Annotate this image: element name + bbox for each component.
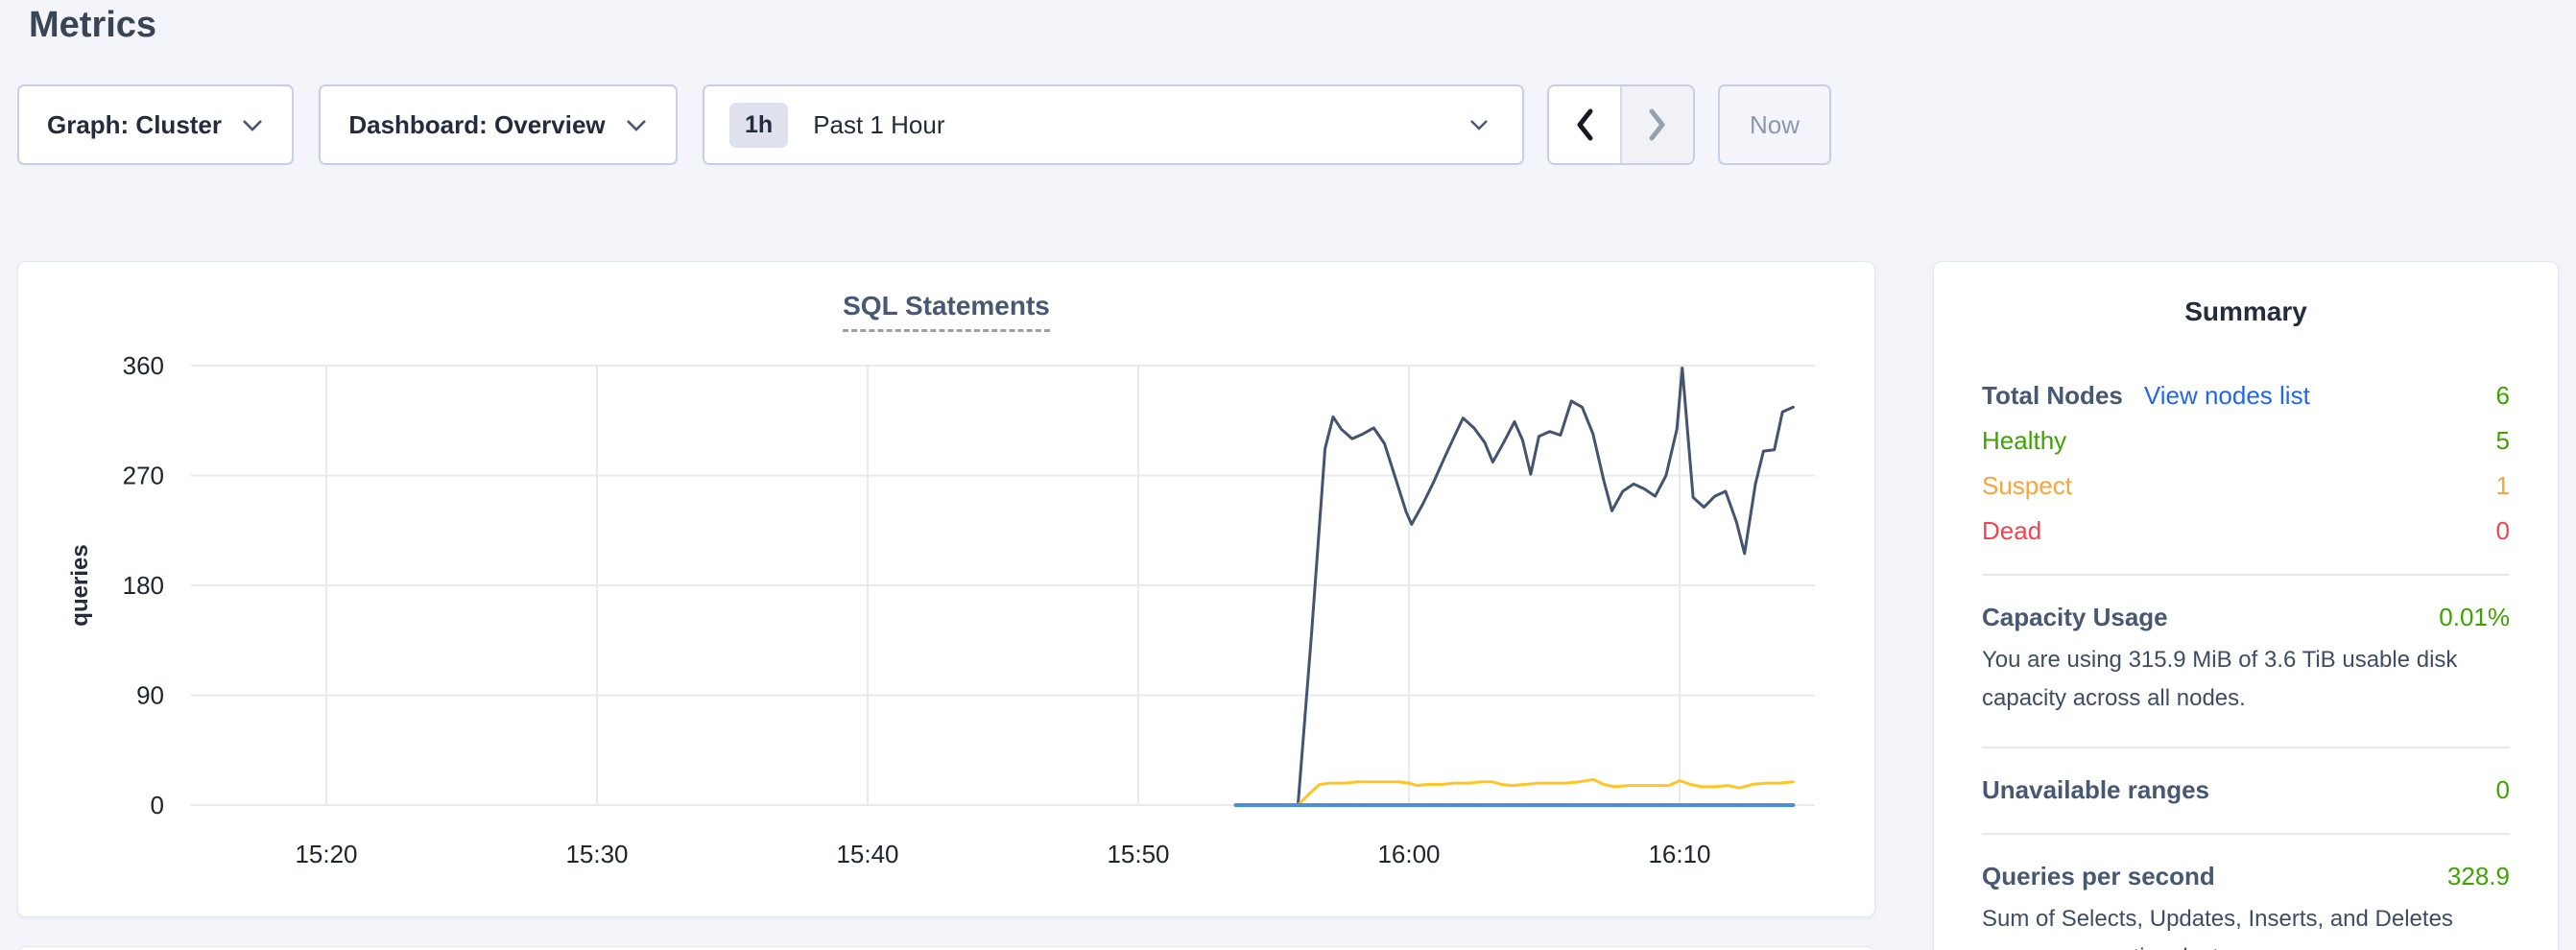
- y-tick-label: 180: [123, 571, 164, 600]
- time-range-pager: [1547, 84, 1695, 165]
- node-status-value: 5: [2495, 426, 2510, 455]
- total-nodes-label: Total Nodes: [1982, 381, 2123, 410]
- chevron-down-icon: [243, 119, 262, 131]
- unavailable-ranges-row: Unavailable ranges 0: [1982, 775, 2510, 804]
- summary-panel: Summary Total Nodes View nodes list 6 He…: [1933, 261, 2559, 950]
- capacity-usage-label: Capacity Usage: [1982, 603, 2168, 631]
- now-button[interactable]: Now: [1718, 84, 1831, 165]
- capacity-usage-description: You are using 315.9 MiB of 3.6 TiB usabl…: [1982, 647, 2458, 711]
- dashboard-dropdown-label: Dashboard: Overview: [348, 109, 606, 139]
- y-axis-title: queries: [67, 544, 93, 626]
- series-yellow-line: [1296, 777, 1795, 807]
- x-tick-label: 15:40: [836, 840, 898, 868]
- divider: [1982, 574, 2510, 576]
- x-tick-label: 16:10: [1648, 840, 1710, 868]
- dashboard-dropdown[interactable]: Dashboard: Overview: [319, 84, 678, 165]
- divider: [1982, 747, 2510, 748]
- view-nodes-link[interactable]: View nodes list: [2143, 381, 2310, 410]
- node-status-label: Healthy: [1982, 426, 2067, 455]
- node-status-row: Dead 0: [1982, 516, 2510, 545]
- x-tick-label: 16:00: [1377, 840, 1440, 868]
- queries-per-second-description: Sum of Selects, Updates, Inserts, and De…: [1982, 906, 2453, 950]
- series-navy-line: [1296, 367, 1795, 807]
- total-nodes-row: Total Nodes View nodes list 6: [1982, 381, 2510, 410]
- queries-per-second-label: Queries per second: [1982, 862, 2215, 891]
- time-range-label: Past 1 Hour: [813, 109, 945, 139]
- queries-per-second-value: 328.9: [2446, 862, 2510, 891]
- graph-dropdown-label: Graph: Cluster: [46, 109, 223, 139]
- node-status-value: 1: [2495, 471, 2510, 500]
- sql-statements-chart[interactable]: 0 90 180 270 360 15:20 15:30 15:40 15:50 16:00 16:…: [37, 318, 1861, 893]
- capacity-usage-row: Capacity Usage 0.01%: [1982, 603, 2510, 631]
- chevron-down-icon: [1470, 120, 1488, 131]
- chevron-down-icon: [626, 119, 646, 131]
- chevron-left-icon: [1577, 108, 1593, 141]
- x-tick-label: 15:50: [1107, 840, 1169, 868]
- node-status-rows: Healthy 5 Suspect 1 Dead 0: [1982, 426, 2510, 545]
- queries-per-second-row: Queries per second 328.9: [1982, 862, 2510, 891]
- y-tick-label: 270: [123, 462, 164, 490]
- node-status-label: Dead: [1982, 516, 2042, 545]
- capacity-usage-value: 0.01%: [2439, 603, 2510, 631]
- page-title: Metrics: [29, 5, 157, 45]
- y-tick-label: 90: [136, 681, 164, 710]
- next-chart-card: [17, 946, 1875, 950]
- unavailable-ranges-value: 0: [2495, 775, 2510, 804]
- chevron-right-icon: [1649, 108, 1665, 141]
- unavailable-ranges-label: Unavailable ranges: [1982, 775, 2209, 804]
- chart-title[interactable]: SQL Statements: [843, 291, 1050, 332]
- y-tick-label: 0: [151, 791, 164, 819]
- node-status-row: Healthy 5: [1982, 426, 2510, 455]
- graph-dropdown[interactable]: Graph: Cluster: [17, 84, 294, 165]
- sql-statements-chart-card: SQL Statements 0 90 180 270 360 15:20 15:30 15:…: [17, 261, 1875, 917]
- summary-title: Summary: [2184, 297, 2307, 326]
- prev-range-button[interactable]: [1549, 86, 1620, 163]
- x-tick-label: 15:20: [295, 840, 357, 868]
- y-tick-label: 360: [123, 351, 164, 380]
- node-status-row: Suspect 1: [1982, 471, 2510, 500]
- x-tick-label: 15:30: [565, 840, 628, 868]
- next-range-button[interactable]: [1620, 86, 1693, 163]
- divider: [1982, 833, 2510, 835]
- node-status-value: 0: [2495, 516, 2510, 545]
- node-status-label: Suspect: [1982, 471, 2072, 500]
- total-nodes-value: 6: [2495, 381, 2510, 410]
- time-range-dropdown[interactable]: 1h Past 1 Hour: [703, 84, 1524, 165]
- time-range-badge: 1h: [729, 102, 789, 148]
